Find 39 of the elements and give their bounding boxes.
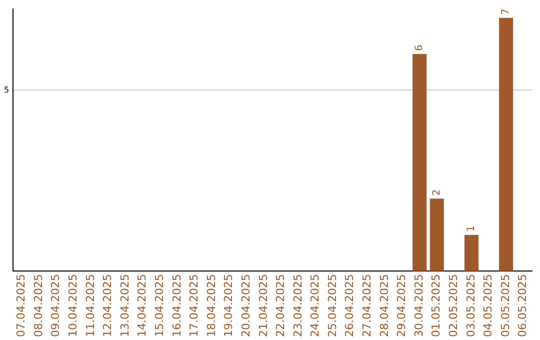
x-tick-label: 24.04.2025: [308, 274, 322, 338]
y-tick-label: 5: [4, 85, 10, 94]
x-tick-label: 08.04.2025: [32, 274, 45, 338]
bar: [412, 54, 427, 272]
x-tick-label: 20.04.2025: [239, 274, 252, 338]
x-tick-label: 19.04.2025: [222, 274, 236, 338]
bar: [464, 234, 478, 272]
bar: [499, 18, 514, 272]
x-tick-label: 18.04.2025: [204, 274, 218, 338]
x-tick-label: 23.04.2025: [291, 274, 304, 338]
x-tick-label: 21.04.2025: [256, 274, 270, 338]
x-tick-label: 12.04.2025: [101, 274, 114, 338]
x-tick-label: 29.04.2025: [395, 274, 408, 338]
x-tick-label: 07.04.2025: [14, 274, 28, 338]
x-tick-label: 10.04.2025: [66, 274, 80, 338]
x-tick-label: 03.05.2025: [464, 274, 478, 338]
x-tick-label: 05.05.2025: [498, 274, 512, 338]
x-tick-label: 16.04.2025: [170, 274, 184, 338]
x-tick-label: 22.04.2025: [274, 274, 288, 338]
x-tick-label: 02.05.2025: [447, 274, 460, 338]
x-tick-label: 01.05.2025: [430, 274, 443, 338]
x-tick-label: 26.04.2025: [343, 274, 356, 338]
x-tick-label: 13.04.2025: [118, 274, 132, 338]
x-tick-label: 25.04.2025: [326, 274, 339, 338]
data-label: 2: [431, 189, 442, 196]
x-tick-label: 14.04.2025: [136, 274, 149, 338]
x-tick-label: 17.04.2025: [188, 274, 201, 338]
x-tick-label: 15.04.2025: [152, 274, 166, 338]
x-tick-label: 11.04.2025: [84, 274, 97, 338]
data-label: 7: [500, 8, 512, 15]
bar: [430, 198, 444, 272]
data-label: 6: [414, 44, 426, 52]
x-tick-label: 30.04.2025: [412, 274, 426, 338]
data-label: 1: [466, 225, 478, 232]
x-tick-label: 04.05.2025: [482, 274, 495, 338]
x-tick-label: 06.05.2025: [516, 274, 530, 338]
x-tick-label: 09.04.2025: [49, 274, 62, 338]
x-tick-label: 28.04.2025: [378, 274, 391, 338]
x-tick-label: 27.04.2025: [360, 274, 374, 338]
